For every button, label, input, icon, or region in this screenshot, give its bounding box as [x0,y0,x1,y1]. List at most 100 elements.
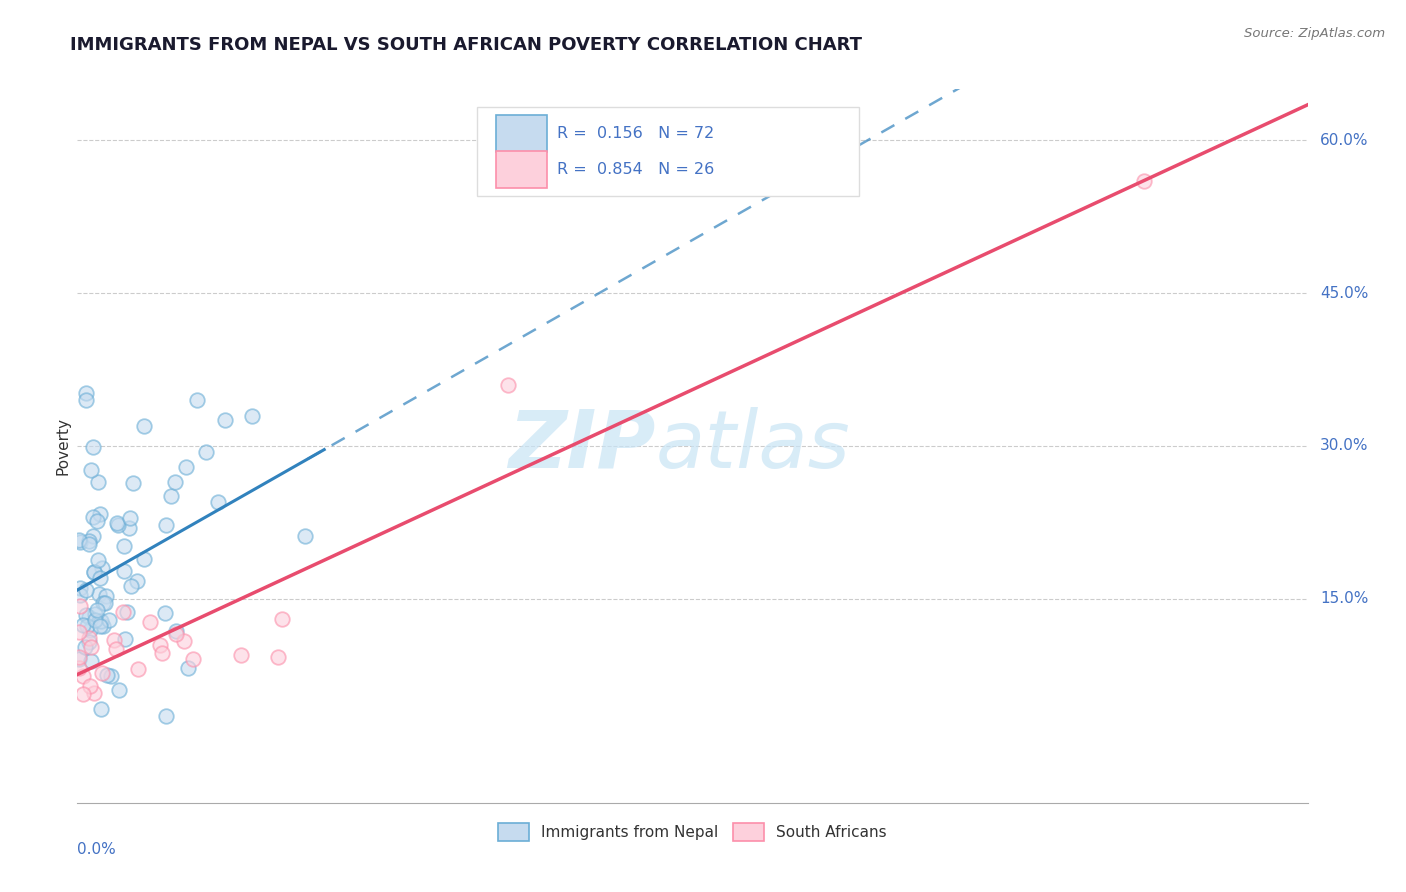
Point [87,553,110,567]
Point [165,627,187,641]
Point [77,609,100,624]
Point [294,529,316,543]
Point [72,618,94,632]
Text: 45.0%: 45.0% [1320,285,1368,301]
Point [240,409,263,423]
Point [96,668,118,682]
Point [115,605,138,619]
Point [86,514,108,528]
Point [105,516,128,531]
Point [67,649,90,664]
Point [77,631,100,645]
Point [89,507,111,521]
Point [1132,174,1154,188]
Point [75,583,97,598]
Point [67,660,90,674]
Point [80,654,103,668]
Point [177,661,200,675]
Point [122,476,145,491]
Text: 15.0%: 15.0% [1320,591,1368,607]
Point [271,612,294,626]
Point [69,588,91,602]
Point [132,418,155,433]
Point [120,579,142,593]
Point [118,510,141,524]
Text: R =  0.854   N = 26: R = 0.854 N = 26 [557,161,714,177]
Point [107,517,129,532]
Point [82,510,104,524]
Point [75,392,97,407]
Point [155,709,177,723]
Point [149,639,172,653]
Point [91,619,114,633]
Point [76,619,98,633]
Point [117,521,139,535]
Point [72,688,94,702]
Point [84,607,107,622]
Point [496,377,519,392]
Point [83,566,105,580]
Point [83,613,105,627]
Point [77,635,100,649]
Point [77,534,100,549]
Text: ZIP: ZIP [508,407,655,485]
FancyBboxPatch shape [496,115,547,152]
Point [86,603,108,617]
Point [127,662,149,676]
Text: 30.0%: 30.0% [1320,439,1368,453]
Point [73,640,96,654]
Point [67,652,90,666]
Text: 60.0%: 60.0% [1320,133,1368,148]
Point [103,632,125,647]
FancyBboxPatch shape [496,151,547,187]
Legend: Immigrants from Nepal, South Africans: Immigrants from Nepal, South Africans [491,816,894,848]
Point [93,596,115,610]
Point [82,440,104,454]
Point [181,652,204,666]
Point [69,581,91,595]
FancyBboxPatch shape [477,107,859,196]
Point [80,462,103,476]
Point [75,607,97,622]
Point [79,623,101,637]
Point [127,574,149,588]
Point [83,686,105,700]
Point [112,564,135,578]
Point [155,518,177,533]
Point [79,640,101,654]
Point [67,624,90,639]
Point [112,605,135,619]
Point [79,679,101,693]
Point [75,385,97,400]
Point [97,613,120,627]
Point [77,537,100,551]
Point [267,650,290,665]
Point [150,646,173,660]
Point [89,571,111,585]
Point [90,614,112,628]
Point [195,444,218,458]
Point [87,587,110,601]
Point [91,561,114,575]
Text: Source: ZipAtlas.com: Source: ZipAtlas.com [1244,27,1385,40]
Point [89,619,111,633]
Point [91,666,114,681]
Point [214,413,236,427]
Point [90,702,112,716]
Point [231,648,253,662]
Text: IMMIGRANTS FROM NEPAL VS SOUTH AFRICAN POVERTY CORRELATION CHART: IMMIGRANTS FROM NEPAL VS SOUTH AFRICAN P… [70,36,862,54]
Point [83,565,105,579]
Point [207,495,229,509]
Point [94,589,117,603]
Point [82,529,104,543]
Text: R =  0.156   N = 72: R = 0.156 N = 72 [557,126,714,141]
Point [165,624,187,638]
Text: atlas: atlas [655,407,851,485]
Point [139,615,162,629]
Point [91,596,114,610]
Point [108,682,131,697]
Point [186,392,208,407]
Point [112,540,135,554]
Point [174,459,197,474]
Text: 0.0%: 0.0% [77,842,117,857]
